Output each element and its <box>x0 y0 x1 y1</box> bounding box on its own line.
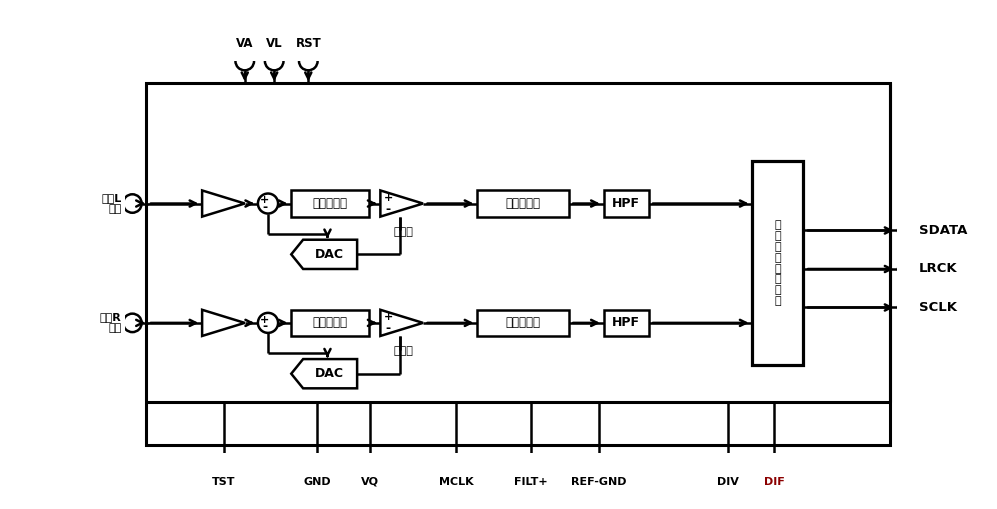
Bar <box>291 190 369 217</box>
Text: 低通滤波器: 低通滤波器 <box>312 317 348 329</box>
Text: 比较器: 比较器 <box>394 227 414 237</box>
Text: -: - <box>386 203 391 216</box>
Circle shape <box>521 457 540 475</box>
Circle shape <box>898 221 916 240</box>
Text: FILT+: FILT+ <box>513 477 547 487</box>
Circle shape <box>235 52 254 70</box>
Text: -: - <box>262 201 267 214</box>
Circle shape <box>898 260 916 278</box>
Text: HPF: HPF <box>612 317 640 329</box>
Bar <box>478 190 568 217</box>
Text: LRCK: LRCK <box>919 263 958 275</box>
Circle shape <box>307 457 326 475</box>
Bar <box>753 161 803 365</box>
Text: 串
行
数
字
输
出
通
道: 串 行 数 字 输 出 通 道 <box>775 220 781 306</box>
Circle shape <box>258 193 278 214</box>
Polygon shape <box>291 240 357 269</box>
Text: RST: RST <box>295 37 321 50</box>
Circle shape <box>214 457 233 475</box>
Text: GND: GND <box>303 477 331 487</box>
Text: 比较器: 比较器 <box>394 346 414 356</box>
Circle shape <box>589 457 608 475</box>
Text: 数字滤波器: 数字滤波器 <box>505 317 540 329</box>
Text: MCLK: MCLK <box>439 477 474 487</box>
Text: REF-GND: REF-GND <box>571 477 627 487</box>
Polygon shape <box>291 359 357 388</box>
Circle shape <box>360 457 379 475</box>
Polygon shape <box>202 310 244 336</box>
Circle shape <box>718 457 737 475</box>
Text: +: + <box>260 195 269 206</box>
Text: SCLK: SCLK <box>919 301 957 314</box>
Circle shape <box>265 52 283 70</box>
Circle shape <box>299 52 318 70</box>
Polygon shape <box>202 190 244 217</box>
Text: 音频R
输入: 音频R 输入 <box>100 313 122 333</box>
Text: 数字滤波器: 数字滤波器 <box>505 197 540 210</box>
Text: 音频L
输入: 音频L 输入 <box>102 193 122 214</box>
Text: VQ: VQ <box>361 477 379 487</box>
Text: DIV: DIV <box>717 477 739 487</box>
Bar <box>291 310 369 336</box>
Text: 低通滤波器: 低通滤波器 <box>312 197 348 210</box>
Circle shape <box>898 298 916 317</box>
Text: DAC: DAC <box>315 367 344 380</box>
Text: DIF: DIF <box>764 477 785 487</box>
Bar <box>603 190 648 217</box>
Circle shape <box>765 457 784 475</box>
Text: VA: VA <box>236 37 253 50</box>
Text: VL: VL <box>266 37 282 50</box>
Bar <box>478 310 568 336</box>
Text: +: + <box>384 312 393 322</box>
Text: -: - <box>262 320 267 333</box>
Text: HPF: HPF <box>612 197 640 210</box>
Polygon shape <box>381 190 423 217</box>
Circle shape <box>447 457 466 475</box>
Circle shape <box>258 313 278 333</box>
Polygon shape <box>381 310 423 336</box>
Circle shape <box>123 194 142 213</box>
Text: SDATA: SDATA <box>919 224 967 237</box>
Text: TST: TST <box>212 477 235 487</box>
Bar <box>603 310 648 336</box>
Text: DAC: DAC <box>315 248 344 261</box>
Text: +: + <box>260 315 269 325</box>
Circle shape <box>123 314 142 332</box>
Text: -: - <box>386 322 391 335</box>
Text: +: + <box>384 193 393 203</box>
